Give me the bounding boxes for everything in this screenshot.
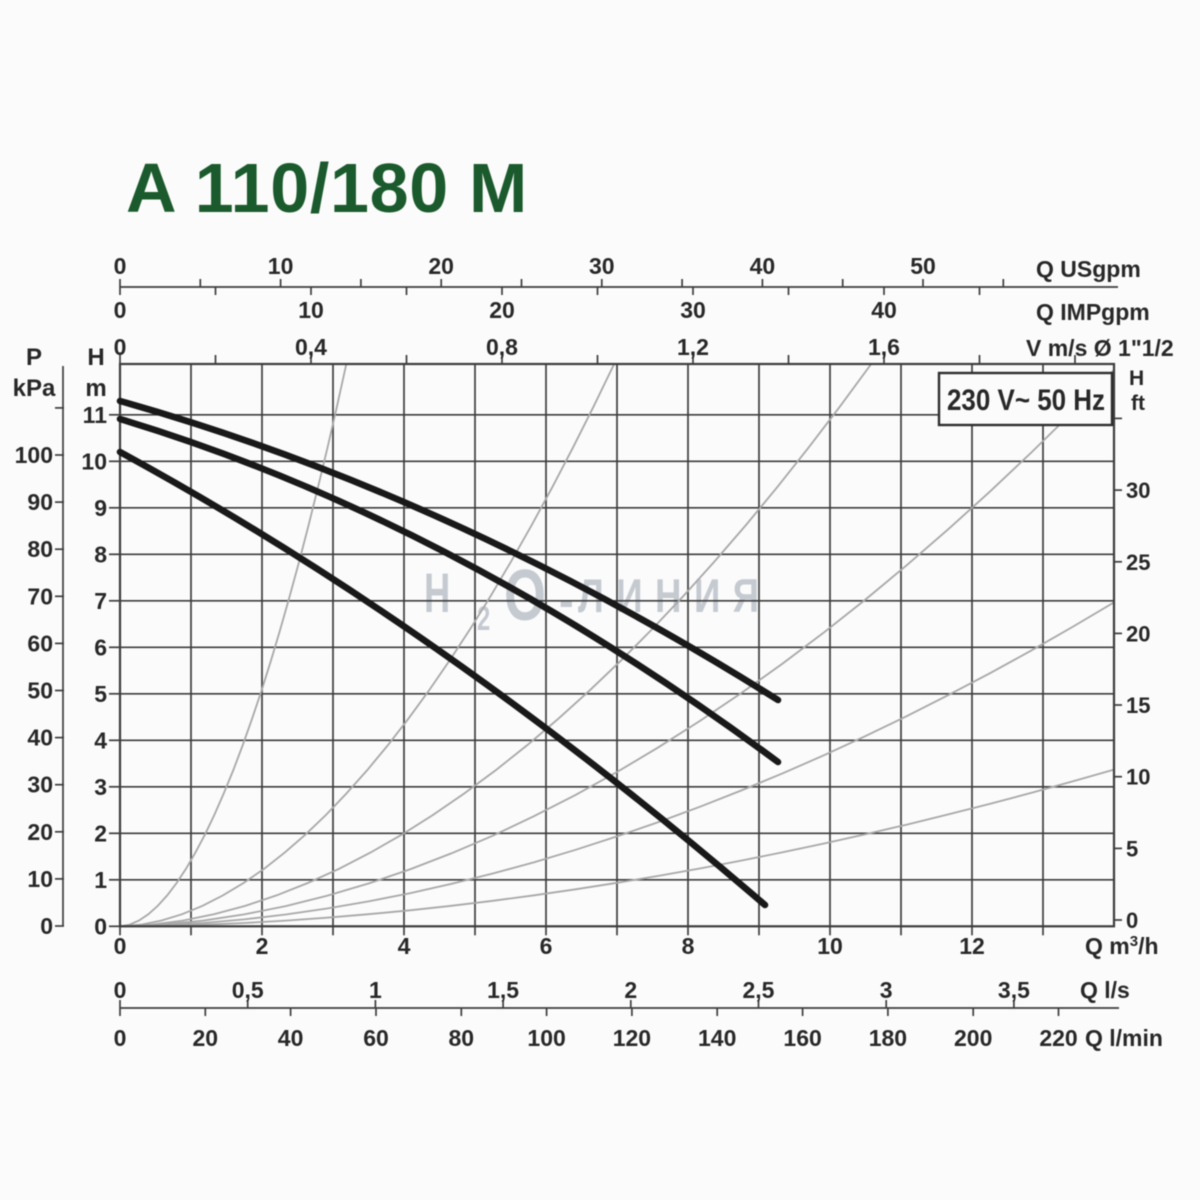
svg-text:Q m3/h: Q m3/h	[1085, 933, 1159, 959]
svg-text:60: 60	[27, 630, 53, 656]
svg-text:40: 40	[278, 1025, 304, 1051]
svg-text:140: 140	[698, 1025, 736, 1051]
svg-text:220: 220	[1039, 1025, 1077, 1051]
svg-text:2: 2	[624, 977, 637, 1003]
svg-text:50: 50	[910, 253, 936, 279]
svg-text:2: 2	[94, 820, 107, 846]
svg-text:100: 100	[527, 1025, 565, 1051]
svg-text:ЛИНИЯ: ЛИНИЯ	[578, 570, 772, 622]
svg-text:ft: ft	[1131, 392, 1145, 415]
svg-text:40: 40	[871, 297, 897, 323]
svg-text:0: 0	[40, 913, 53, 939]
svg-text:40: 40	[27, 725, 53, 751]
svg-text:Q USgpm: Q USgpm	[1036, 256, 1141, 282]
svg-text:3,5: 3,5	[998, 977, 1030, 1003]
svg-text:20: 20	[193, 1025, 219, 1051]
svg-text:1,6: 1,6	[868, 334, 900, 360]
svg-text:8: 8	[94, 541, 107, 567]
svg-text:30: 30	[27, 772, 53, 798]
svg-text:5: 5	[1126, 836, 1138, 861]
svg-text:200: 200	[954, 1025, 992, 1051]
svg-text:30: 30	[1126, 478, 1150, 503]
svg-text:5: 5	[94, 681, 107, 707]
svg-text:7: 7	[94, 588, 107, 614]
svg-text:6: 6	[94, 634, 107, 660]
svg-text:50: 50	[27, 678, 53, 704]
svg-text:2: 2	[256, 933, 269, 959]
svg-text:0: 0	[114, 933, 127, 959]
svg-text:20: 20	[27, 819, 53, 845]
svg-text:1: 1	[369, 977, 382, 1003]
svg-text:20: 20	[1126, 621, 1150, 646]
svg-text:Q l/s: Q l/s	[1080, 977, 1130, 1003]
svg-text:8: 8	[682, 933, 695, 959]
svg-text:0: 0	[114, 253, 127, 279]
svg-text:0,5: 0,5	[232, 977, 264, 1003]
svg-text:30: 30	[680, 297, 706, 323]
svg-text:10: 10	[817, 933, 843, 959]
svg-text:0,4: 0,4	[295, 334, 327, 360]
svg-text:10: 10	[1126, 765, 1150, 790]
svg-text:180: 180	[869, 1025, 907, 1051]
svg-text:160: 160	[783, 1025, 821, 1051]
svg-text:25: 25	[1126, 550, 1150, 575]
svg-text:30: 30	[589, 253, 615, 279]
svg-text:Q l/min: Q l/min	[1085, 1025, 1163, 1051]
svg-text:4: 4	[94, 727, 107, 753]
svg-text:120: 120	[613, 1025, 651, 1051]
svg-text:3: 3	[94, 774, 107, 800]
svg-text:0: 0	[114, 977, 127, 1003]
svg-text:3: 3	[880, 977, 893, 1003]
svg-text:m: m	[85, 375, 106, 402]
svg-text:H: H	[87, 344, 104, 371]
svg-text:0: 0	[94, 913, 107, 939]
svg-text:230 V~ 50 Hz: 230 V~ 50 Hz	[947, 384, 1105, 417]
svg-text:0,8: 0,8	[486, 334, 518, 360]
svg-text:0: 0	[1126, 908, 1138, 933]
svg-text:V m/s Ø 1"1/2: V m/s Ø 1"1/2	[1026, 335, 1174, 361]
svg-text:2,5: 2,5	[743, 977, 775, 1003]
svg-text:P: P	[26, 344, 42, 371]
svg-text:11: 11	[83, 402, 108, 428]
svg-text:20: 20	[489, 297, 515, 323]
svg-text:2: 2	[477, 600, 490, 638]
svg-text:15: 15	[1126, 693, 1150, 718]
svg-text:60: 60	[363, 1025, 389, 1051]
svg-text:80: 80	[449, 1025, 475, 1051]
svg-text:kPa: kPa	[13, 375, 56, 402]
svg-text:80: 80	[27, 536, 53, 562]
svg-text:12: 12	[959, 933, 985, 959]
svg-text:Q IMPgpm: Q IMPgpm	[1036, 299, 1150, 325]
svg-text:0: 0	[114, 334, 127, 360]
svg-text:70: 70	[27, 583, 53, 609]
svg-text:100: 100	[15, 442, 53, 468]
svg-text:9: 9	[94, 495, 107, 521]
svg-text:40: 40	[750, 253, 776, 279]
svg-text:10: 10	[27, 866, 53, 892]
svg-text:H: H	[1129, 367, 1144, 390]
svg-text:1,2: 1,2	[677, 334, 709, 360]
svg-text:6: 6	[540, 933, 553, 959]
svg-text:10: 10	[268, 253, 294, 279]
svg-text:1,5: 1,5	[487, 977, 519, 1003]
svg-text:10: 10	[298, 297, 324, 323]
svg-text:Н: Н	[424, 562, 450, 625]
svg-text:0: 0	[114, 297, 127, 323]
svg-text:0: 0	[114, 1025, 127, 1051]
svg-text:20: 20	[428, 253, 454, 279]
svg-text:1: 1	[94, 867, 107, 893]
svg-text:90: 90	[27, 489, 53, 515]
svg-text:10: 10	[81, 448, 107, 474]
svg-text:4: 4	[398, 933, 411, 959]
